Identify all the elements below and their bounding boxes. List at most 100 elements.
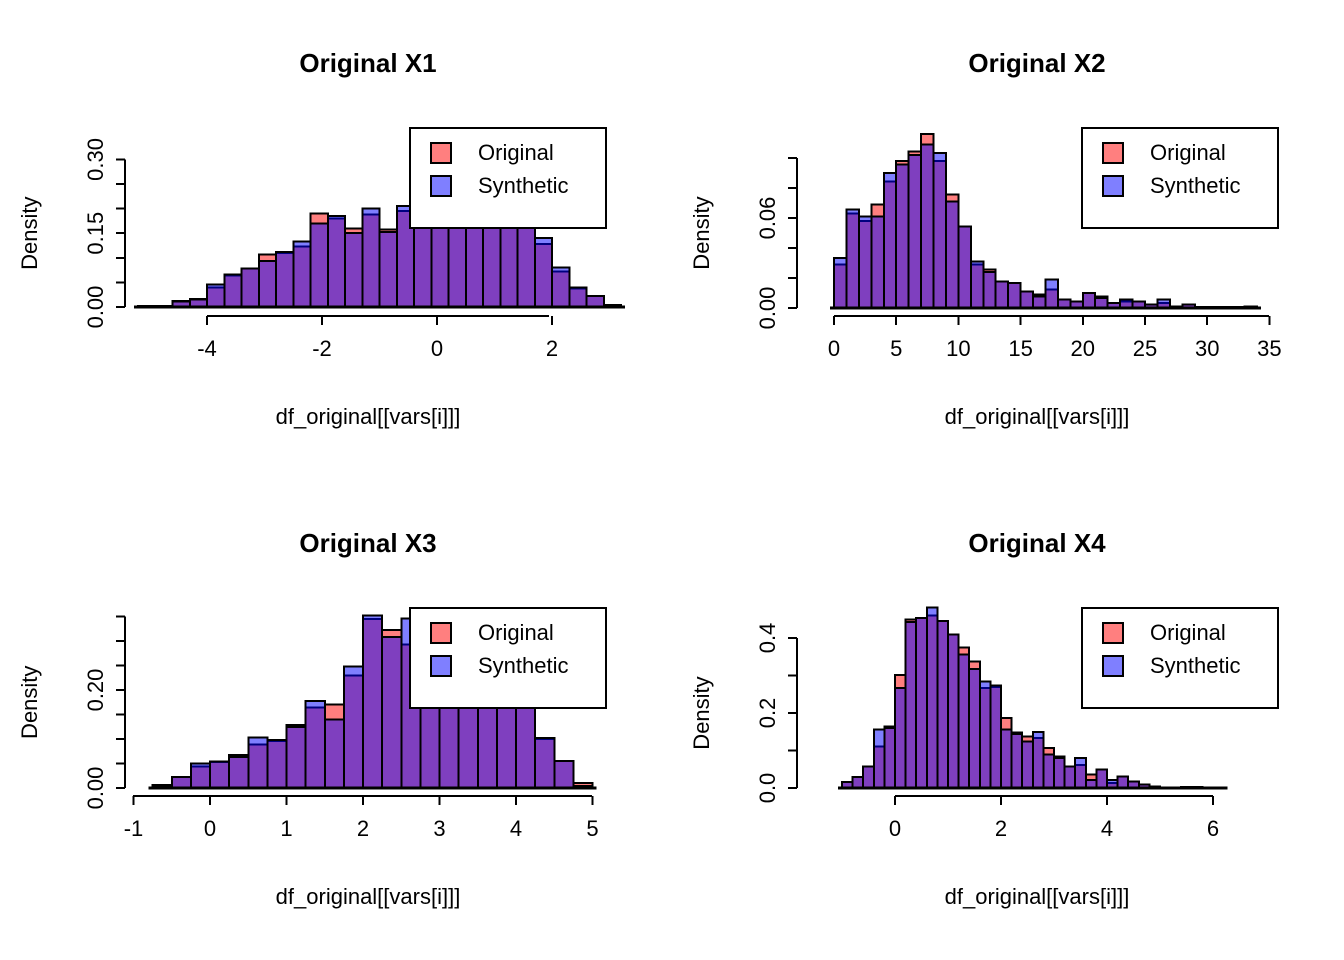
synthetic-bin xyxy=(1044,278,1059,309)
legend-label-original: Original xyxy=(478,140,554,165)
synthetic-bin xyxy=(936,619,949,789)
y-axis: 0.00 0.20 xyxy=(83,615,126,810)
synthetic-bin xyxy=(1094,296,1109,310)
synthetic-bin xyxy=(894,686,907,789)
synthetic-bin xyxy=(292,240,312,308)
y-tick-label: 0.06 xyxy=(755,197,780,240)
legend-label-synthetic: Synthetic xyxy=(1150,653,1241,678)
synthetic-bin xyxy=(533,237,553,308)
synthetic-bin xyxy=(1010,733,1024,789)
x-axis-title: df_original[[vars[i]]] xyxy=(945,404,1130,429)
synthetic-bin xyxy=(247,736,269,789)
synthetic-bin xyxy=(361,207,381,309)
synthetic-bin xyxy=(206,283,226,309)
histogram-figure-4: Original X4 0.0 0.2 0.4 Density 0 2 4 6 df_origin… xyxy=(689,528,1279,909)
histogram-figure-1: Original X1 0.00 0.15 0.30 Density -4 -2 0 2 df_o… xyxy=(17,48,625,429)
synthetic-bin xyxy=(1063,765,1077,789)
legend: Original Synthetic xyxy=(1081,607,1279,709)
x-tick-label: 2 xyxy=(546,336,558,361)
y-axis-title: Density xyxy=(689,676,714,749)
synthetic-swatch xyxy=(1102,175,1124,197)
synthetic-bin xyxy=(969,260,985,309)
synthetic-bin xyxy=(895,163,910,309)
y-tick-label: 0.15 xyxy=(83,212,108,255)
synthetic-bin xyxy=(209,760,231,790)
synthetic-bin xyxy=(430,224,450,308)
x-tick-label: -1 xyxy=(124,816,144,841)
y-tick-label: 0.00 xyxy=(83,286,108,329)
synthetic-bin xyxy=(223,273,243,309)
synthetic-bin xyxy=(342,665,364,789)
x-tick-label: 25 xyxy=(1133,336,1157,361)
x-axis-title: df_original[[vars[i]]] xyxy=(276,884,461,909)
x-axis-title: df_original[[vars[i]]] xyxy=(945,884,1130,909)
synthetic-bin xyxy=(323,718,345,789)
synthetic-bin xyxy=(585,295,605,308)
y-tick-label: 0.0 xyxy=(755,773,780,804)
synthetic-bin xyxy=(266,738,288,790)
plot-title: Original X3 xyxy=(299,528,436,558)
synthetic-bin xyxy=(989,684,1002,789)
original-swatch xyxy=(430,622,452,644)
panel-original-x3: Original X3 0.00 0.20 Density -1 0 1 2 3 4 5 df_ori… xyxy=(0,480,672,960)
synthetic-bin xyxy=(845,208,860,310)
synthetic-bin xyxy=(257,260,277,308)
synthetic-bin xyxy=(285,726,307,790)
synthetic-swatch xyxy=(430,175,452,197)
y-tick-label: 0.2 xyxy=(755,698,780,729)
synthetic-bin xyxy=(344,232,364,308)
synthetic-bin xyxy=(1116,775,1130,789)
synthetic-bin xyxy=(304,699,326,789)
synthetic-bin xyxy=(883,727,896,789)
y-tick-label: 0.4 xyxy=(755,623,780,654)
synthetic-bin xyxy=(362,614,384,789)
synthetic-bin xyxy=(851,775,865,789)
synthetic-bin xyxy=(994,280,1010,309)
legend: Original Synthetic xyxy=(1081,127,1279,229)
x-tick-label: 0 xyxy=(828,336,840,361)
x-tick-label: 0 xyxy=(431,336,443,361)
synthetic-bin xyxy=(553,760,575,789)
x-axis: -4 -2 0 2 xyxy=(197,315,558,361)
synthetic-bin xyxy=(447,224,467,308)
plot-title: Original X1 xyxy=(299,48,436,78)
synthetic-bin xyxy=(932,152,947,309)
y-tick-label: 0.00 xyxy=(755,287,780,330)
legend-label-synthetic: Synthetic xyxy=(1150,173,1241,198)
plot-title: Original X2 xyxy=(968,48,1105,78)
original-swatch xyxy=(430,142,452,164)
x-tick-label: 0 xyxy=(204,816,216,841)
x-tick-label: -2 xyxy=(312,336,332,361)
x-tick-label: 35 xyxy=(1257,336,1281,361)
synthetic-bin xyxy=(551,266,571,309)
legend: Original Synthetic xyxy=(409,127,607,229)
y-tick-label: 0.00 xyxy=(83,767,108,810)
synthetic-bin xyxy=(920,143,935,309)
legend-label-original: Original xyxy=(1150,620,1226,645)
synthetic-bin xyxy=(482,224,502,308)
synthetic-bin xyxy=(882,172,898,309)
synthetic-bin xyxy=(978,680,992,789)
x-tick-label: -4 xyxy=(197,336,217,361)
x-tick-label: 2 xyxy=(995,816,1007,841)
x-tick-label: 6 xyxy=(1207,816,1219,841)
synthetic-bin xyxy=(170,776,192,790)
synthetic-bin xyxy=(228,756,250,790)
y-axis-title: Density xyxy=(17,666,42,739)
histogram-figure-3: Original X3 0.00 0.20 Density -1 0 1 2 3 4 5 df_ori… xyxy=(17,528,607,909)
synthetic-bin xyxy=(968,667,981,789)
synthetic-swatch xyxy=(1102,655,1124,677)
synthetic-bin xyxy=(534,737,556,789)
histogram-figure-2: Original X2 0.00 0.06 Density 0 5 10 15 20 25 30 35… xyxy=(689,48,1282,429)
original-swatch xyxy=(1102,142,1124,164)
legend-label-original: Original xyxy=(478,620,554,645)
x-tick-label: 30 xyxy=(1195,336,1219,361)
synthetic-bin xyxy=(944,200,960,309)
x-tick-label: 2 xyxy=(357,816,369,841)
synthetic-bars xyxy=(841,606,1215,789)
y-axis: 0.00 0.06 xyxy=(755,157,798,330)
x-axis-title: df_original[[vars[i]]] xyxy=(276,404,461,429)
legend: Original Synthetic xyxy=(409,607,607,709)
y-axis-title: Density xyxy=(17,197,42,270)
synthetic-bin xyxy=(907,154,923,309)
